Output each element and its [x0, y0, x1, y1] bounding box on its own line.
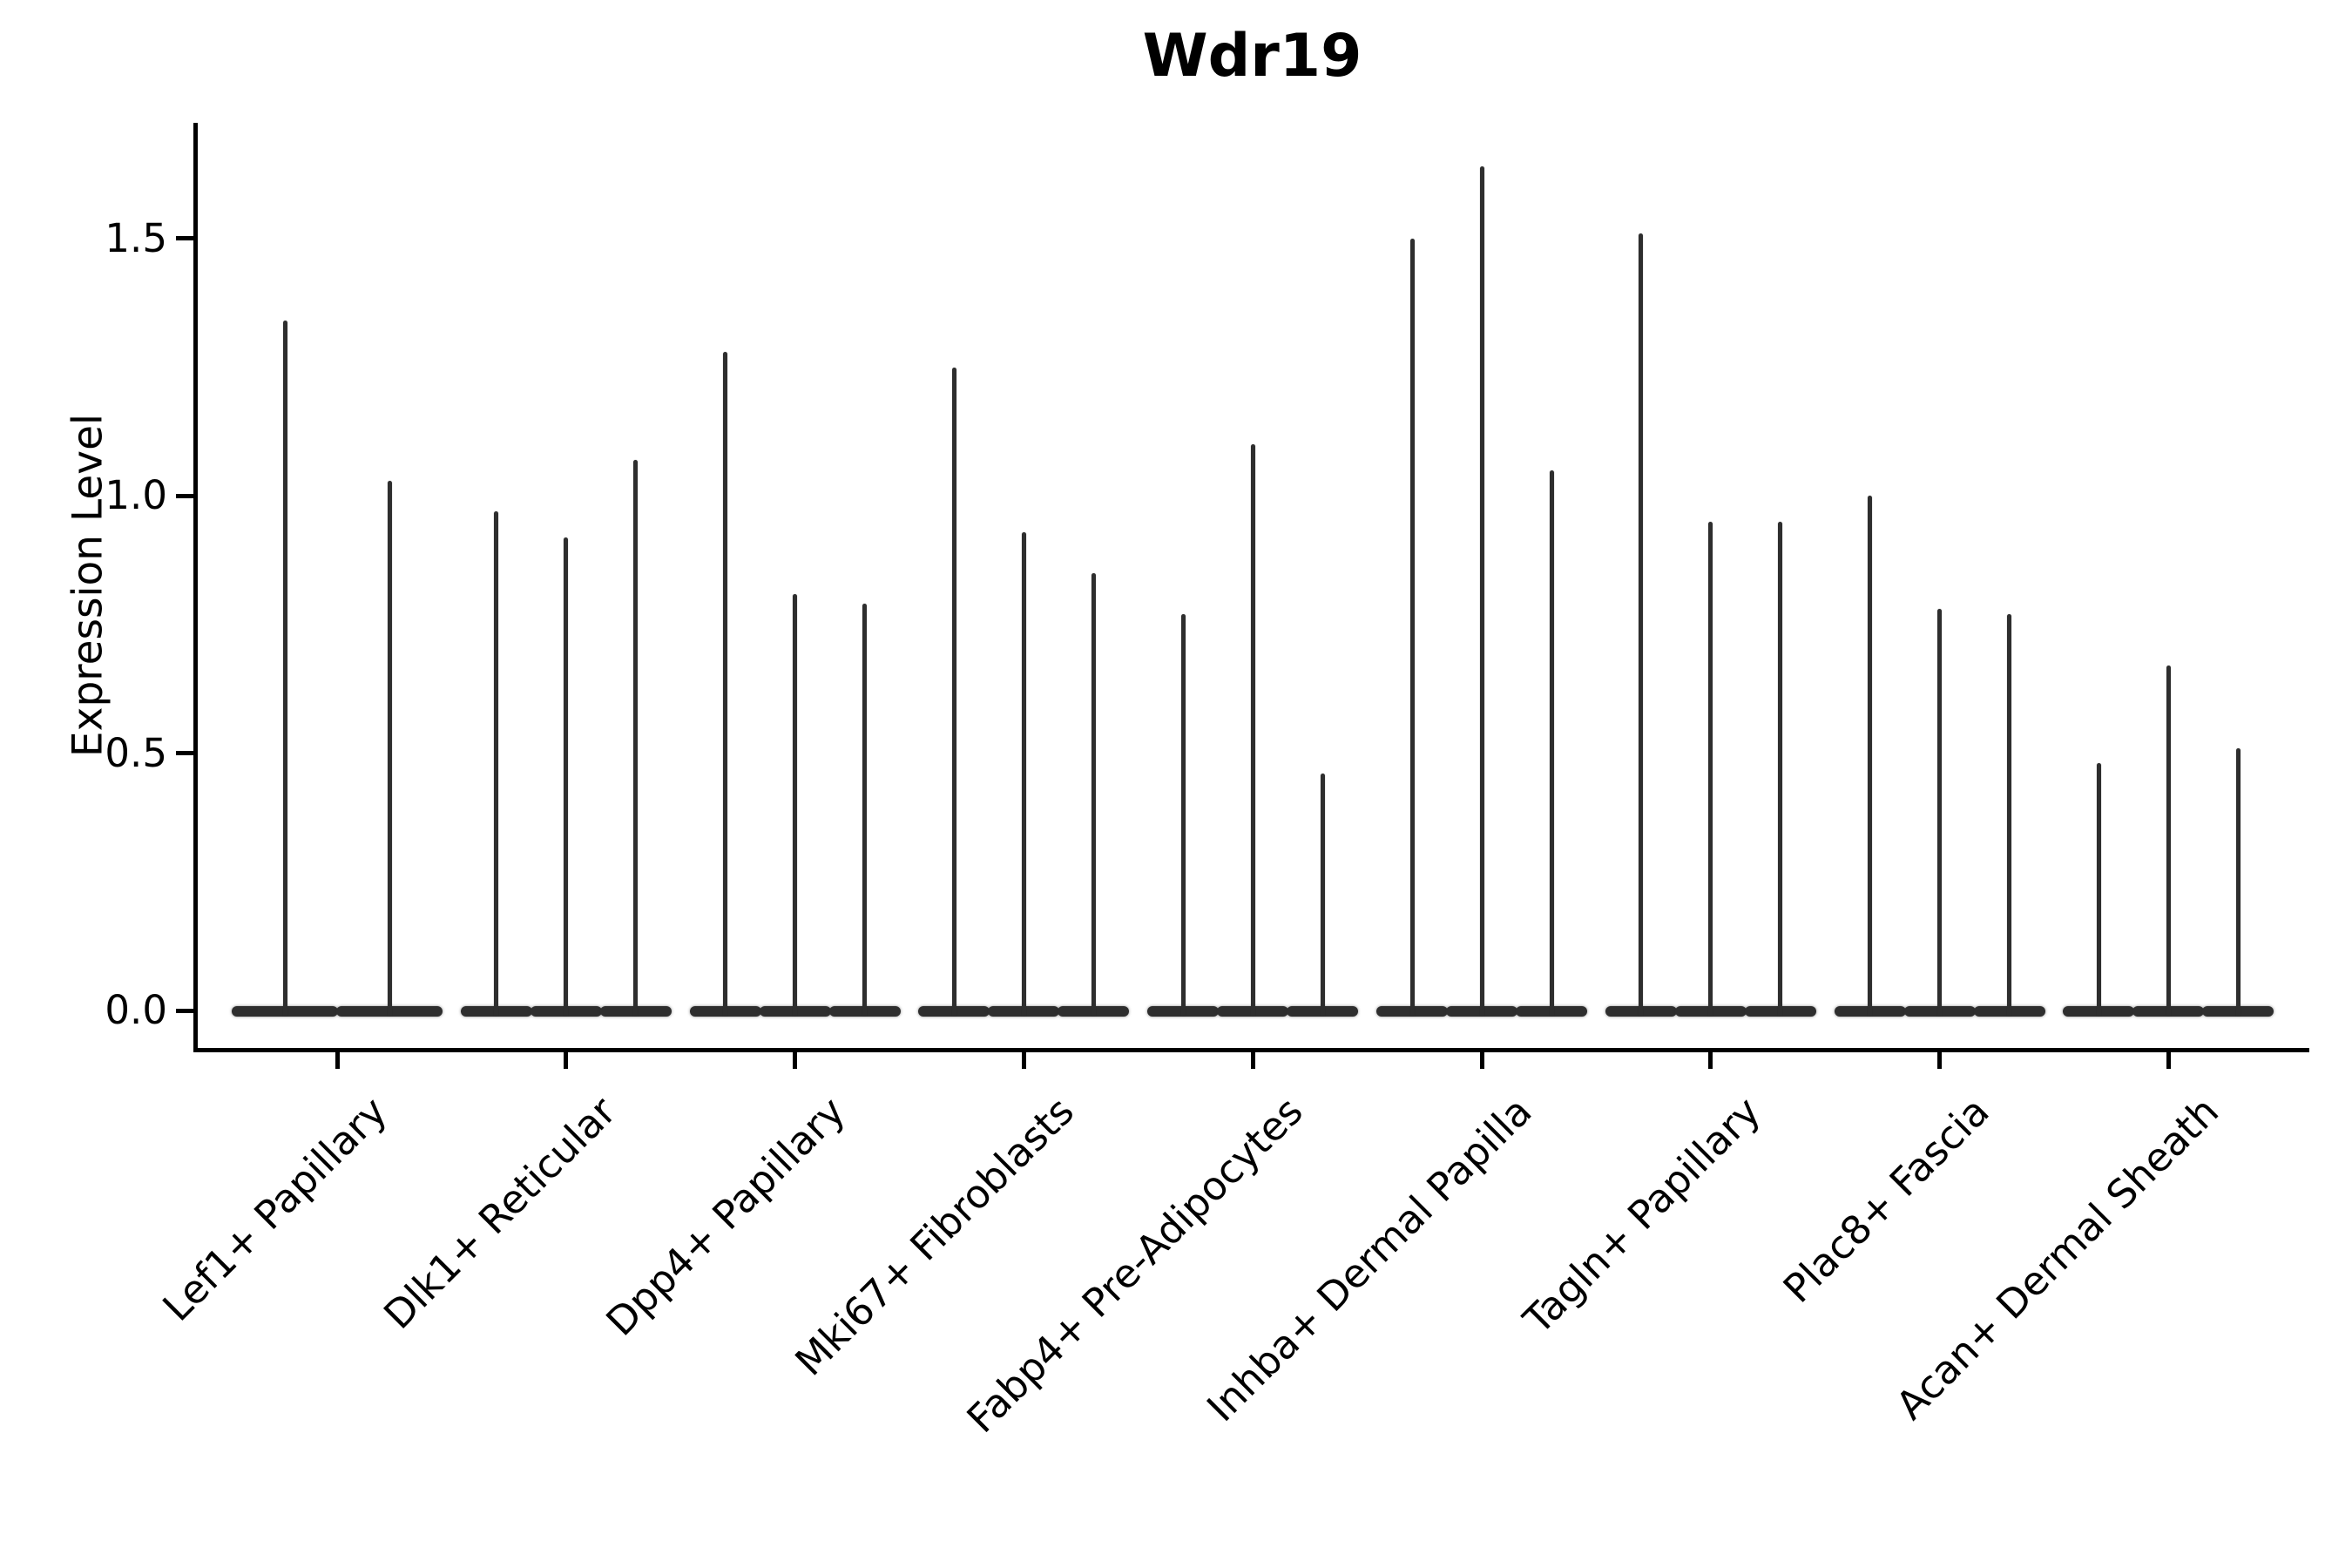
x-tick-mark — [1708, 1052, 1713, 1069]
y-tick-mark — [176, 1008, 194, 1013]
violin-spike — [862, 604, 868, 1016]
x-tick-label: Dpp4+ Papillary — [597, 1088, 855, 1345]
violin-spike — [1549, 470, 1554, 1016]
y-tick-mark — [176, 236, 194, 241]
y-axis-line — [193, 123, 198, 1052]
y-tick-label: 1.0 — [105, 472, 167, 519]
violin-spike — [723, 351, 728, 1016]
violin-spike — [1091, 572, 1096, 1016]
chart-title: Wdr19 — [1142, 22, 1362, 91]
x-tick-mark — [335, 1052, 340, 1069]
violin-spike — [951, 367, 956, 1016]
x-tick-label: Plac8+ Fascia — [1774, 1088, 1999, 1312]
x-tick-mark — [2166, 1052, 2171, 1069]
violin-spike — [1708, 521, 1713, 1016]
violin-spike — [564, 537, 569, 1016]
violin-spike — [1250, 444, 1255, 1016]
violin-spike — [494, 511, 499, 1016]
violin-spike — [1409, 238, 1415, 1016]
violin-spike — [282, 321, 287, 1016]
violin-spike — [2007, 614, 2012, 1016]
x-tick-label: Tagln+ Papillary — [1514, 1088, 1770, 1343]
violin-spike — [2235, 747, 2240, 1016]
x-tick-mark — [1021, 1052, 1026, 1069]
violin-spike — [1778, 521, 1783, 1016]
violin-spike — [633, 459, 639, 1016]
violin-spike — [1320, 774, 1325, 1016]
violin-spike — [1639, 233, 1644, 1016]
x-tick-mark — [564, 1052, 569, 1069]
x-tick-label: Lef1+ Papillary — [153, 1088, 396, 1330]
violin-spike — [1868, 496, 1873, 1016]
y-tick-label: 0.0 — [105, 987, 167, 1033]
violin-spike — [1180, 614, 1186, 1016]
x-tick-mark — [793, 1052, 798, 1069]
x-tick-mark — [1479, 1052, 1484, 1069]
violin-spike — [2096, 763, 2101, 1016]
violin-spike — [1937, 609, 1943, 1016]
x-tick-mark — [1250, 1052, 1255, 1069]
x-tick-label: Dlk1+ Reticular — [375, 1088, 625, 1338]
violin-spike — [1479, 166, 1484, 1016]
violin-spike — [387, 480, 392, 1016]
x-tick-mark — [1937, 1052, 1943, 1069]
y-axis-label: Expression Level — [64, 413, 112, 758]
y-tick-label: 0.5 — [105, 729, 167, 776]
violin-spike — [1021, 531, 1026, 1016]
violin-spike — [2166, 666, 2171, 1016]
violin-spike — [793, 593, 798, 1016]
y-tick-mark — [176, 751, 194, 756]
y-tick-label: 1.5 — [105, 214, 167, 261]
y-tick-mark — [176, 493, 194, 498]
x-axis-line — [193, 1048, 2309, 1052]
